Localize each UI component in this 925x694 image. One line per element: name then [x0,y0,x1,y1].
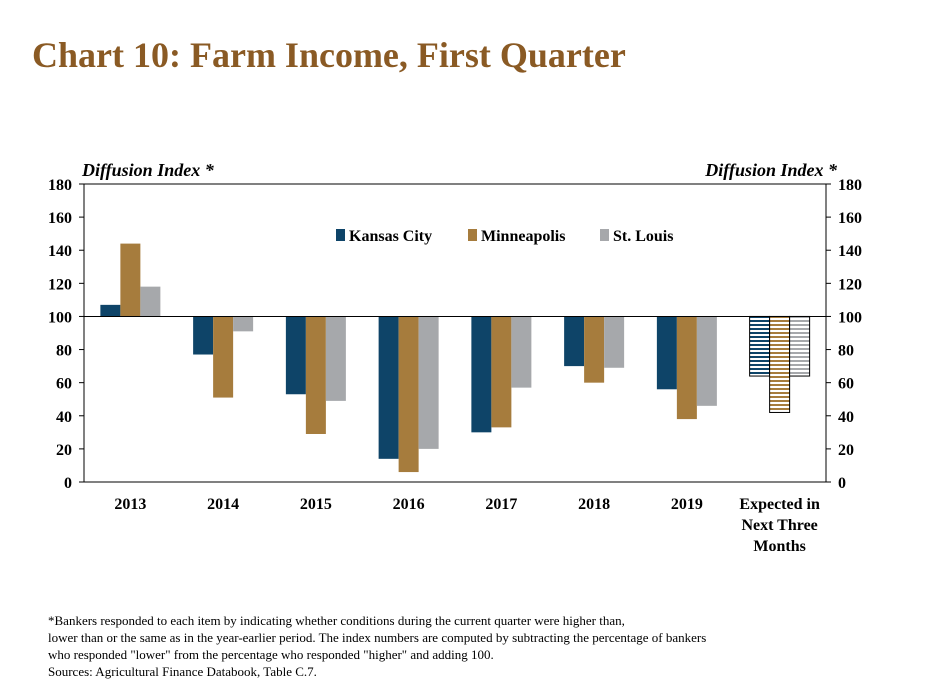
legend-swatch [468,229,477,241]
bar-minneapolis-3 [398,316,419,473]
right-y-tick-label: 60 [838,376,854,393]
x-tick-label: 2018 [578,496,610,513]
left-axis-title: Diffusion Index * [82,160,214,180]
bar-st-louis-5 [604,316,625,368]
bar-st-louis-6 [696,316,717,406]
bar-kansas-city-4 [471,316,492,433]
bar-kansas-city-3 [378,316,399,459]
right-y-tick-label: 0 [838,475,846,492]
footnote: *Bankers responded to each item by indic… [48,612,908,680]
x-tick-label: 2017 [485,496,517,513]
bar-minneapolis-1 [213,316,234,398]
bar-minneapolis-6 [676,316,697,420]
left-y-tick-label: 0 [64,475,72,492]
bar-minneapolis-7 [769,315,791,413]
footnote-line: who responded "lower" from the percentag… [48,647,494,662]
bar-kansas-city-0 [100,304,121,317]
chart-title: Chart 10: Farm Income, First Quarter [32,35,626,75]
x-tick-label: 2014 [207,496,239,513]
x-tick-label: Months [753,538,805,555]
bar-kansas-city-5 [564,316,585,367]
sources-line: Sources: Agricultural Finance Databook, … [48,664,317,679]
right-y-tick-label: 140 [838,243,862,260]
bar-kansas-city-1 [193,316,214,355]
left-y-tick-label: 140 [48,243,72,260]
x-tick-label: Expected in [739,496,820,513]
right-y-tick-label: 120 [838,276,862,293]
bar-st-louis-2 [325,316,346,401]
right-y-tick-label: 160 [838,210,862,227]
footnote-line: lower than or the same as in the year-ea… [48,630,707,645]
legend-label: Kansas City [349,228,432,245]
x-tick-label: 2013 [114,496,146,513]
bar-minneapolis-2 [305,316,326,434]
left-y-tick-label: 40 [56,409,72,426]
legend-swatch [336,229,345,241]
bar-minneapolis-4 [491,316,512,428]
right-y-tick-label: 180 [838,177,862,194]
left-y-tick-label: 180 [48,177,72,194]
x-tick-label: 2019 [671,496,703,513]
x-tick-label: 2016 [393,496,425,513]
bar-st-louis-4 [511,316,532,388]
right-y-tick-label: 20 [838,442,854,459]
right-y-tick-label: 40 [838,409,854,426]
bar-kansas-city-2 [285,316,306,395]
bar-st-louis-3 [418,316,439,449]
left-y-tick-label: 80 [56,343,72,360]
bar-kansas-city-6 [656,316,677,390]
bar-st-louis-1 [233,316,254,332]
left-y-tick-label: 20 [56,442,72,459]
bar-st-louis-0 [140,286,161,317]
right-y-tick-label: 100 [838,309,862,326]
bar-st-louis-7 [789,315,811,377]
left-y-tick-label: 100 [48,309,72,326]
x-tick-label: Next Three [741,517,817,534]
left-y-tick-label: 160 [48,210,72,227]
footnote-line: *Bankers responded to each item by indic… [48,613,625,628]
legend-swatch [600,229,609,241]
right-y-tick-label: 80 [838,343,854,360]
legend-label: St. Louis [613,228,673,245]
left-y-tick-label: 60 [56,376,72,393]
left-y-tick-label: 120 [48,276,72,293]
bar-minneapolis-0 [120,243,141,317]
legend-label: Minneapolis [481,228,565,245]
right-axis-title: Diffusion Index * [705,160,837,180]
bar-chart: 0 0 20 20 40 40 60 60 80 80 100 100 120 120 140 140 160 1… [48,177,862,555]
bar-kansas-city-7 [749,315,771,377]
plot-frame [83,183,827,483]
bar-minneapolis-5 [584,316,605,383]
x-tick-label: 2015 [300,496,332,513]
